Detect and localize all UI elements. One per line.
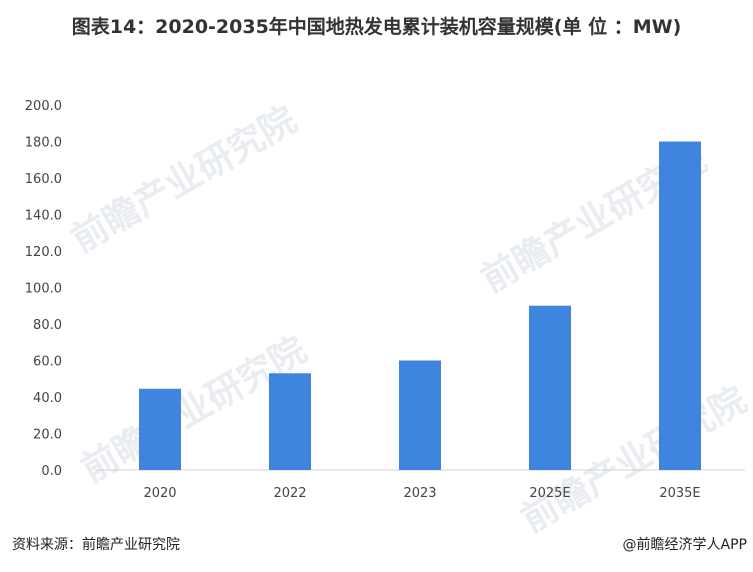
- bar-2022: [269, 373, 311, 470]
- y-tick-label: 20.0: [33, 428, 62, 443]
- y-tick-label: 160.0: [25, 172, 62, 187]
- x-tick-label: 2023: [403, 486, 436, 501]
- y-tick-label: 80.0: [33, 318, 62, 333]
- x-tick-label: 2022: [273, 486, 306, 501]
- y-tick-label: 40.0: [33, 391, 62, 406]
- source-note: 资料来源：前瞻产业研究院: [12, 537, 180, 553]
- watermark: 前瞻产业研究院: [65, 99, 304, 261]
- y-tick-label: 0.0: [41, 464, 62, 479]
- y-tick-label: 60.0: [33, 355, 62, 370]
- x-tick-label: 2020: [143, 486, 176, 501]
- y-tick-label: 200.0: [25, 99, 62, 114]
- x-tick-label: 2035E: [659, 486, 700, 501]
- bar-2025E: [529, 305, 571, 470]
- y-tick-label: 100.0: [25, 282, 62, 297]
- bar-2023: [399, 360, 441, 470]
- y-tick-label: 120.0: [25, 245, 62, 260]
- bar-2035E: [659, 141, 701, 470]
- y-tick-label: 180.0: [25, 136, 62, 151]
- y-tick-label: 140.0: [25, 209, 62, 224]
- bar-2020: [139, 388, 181, 470]
- chart-title: 图表14：2020-2035年中国地热发电累计装机容量规模(单 位 ：MW): [71, 16, 682, 38]
- x-tick-label: 2025E: [529, 486, 570, 501]
- credit-note: @前瞻经济学人APP: [622, 537, 747, 553]
